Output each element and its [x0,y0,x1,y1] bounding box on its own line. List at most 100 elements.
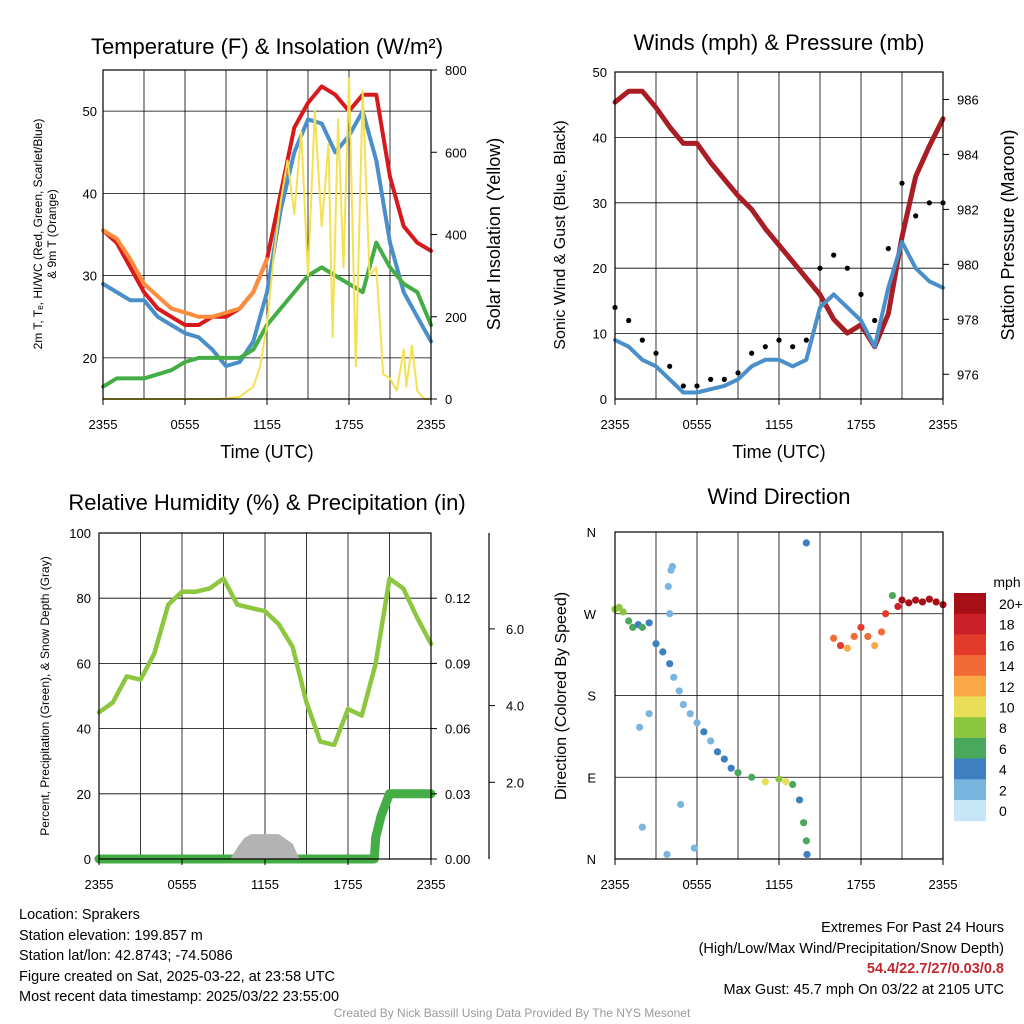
gust-point [708,376,714,382]
winds-xtick-label: 2355 [929,417,958,432]
direction-point [864,632,872,641]
series-line-sonic-wind [613,240,945,395]
insolation-ylabel: Solar Insolation (Yellow) [484,138,504,330]
direction-point [713,748,722,756]
latlon-text: Station lat/lon: 42.8743; -74.5086 [19,948,233,964]
gust-point [844,265,850,271]
precip-ytick-label: 0.00 [445,852,470,867]
direction-point [802,539,810,547]
snow-ytick-label: 2.0 [506,775,524,790]
humidity-ytick-label: 40 [77,722,91,737]
humidity-xtick-label: 1155 [251,877,279,892]
gust-point [694,383,700,389]
insolation-ytick-label: 800 [445,63,467,78]
legend-label: 20+ [999,596,1023,612]
direction-point [666,610,674,618]
direction-xtick-label: 0555 [683,877,712,892]
direction-point [668,562,677,571]
direction-ytick-label: S [587,689,596,704]
wind-direction-panel: Wind Direction N E S W N 2355 0555 1155 1755 2355… [553,484,1023,892]
direction-point [727,764,735,772]
direction-ytick-label: E [587,770,596,785]
gust-point [680,383,686,389]
legend-swatch [954,737,986,760]
series-line-relative-humidity [96,576,434,748]
winds-ytick-label: 0 [600,392,607,407]
gust-point [831,252,837,258]
winds-ylabel: Sonic Wind & Gust (Blue, Black) [552,120,569,349]
precip-ytick-label: 0.03 [445,787,470,802]
humidity-ticks: 0 20 40 60 80 100 0.00 0.03 0.06 0.09 0.12 2.0 4.0 6.… [69,526,524,892]
direction-point [645,619,653,627]
direction-point [666,660,674,668]
legend-label: 18 [999,617,1015,633]
direction-point [675,687,683,695]
gust-point [790,344,796,350]
legend-title: mph [993,574,1020,590]
legend-swatch [954,613,986,635]
pressure-ytick-label: 982 [957,202,979,217]
recent-data-text: Most recent data timestamp: 2025/03/22 2… [19,989,340,1005]
direction-point [629,623,637,631]
direction-point [905,599,913,607]
direction-point [803,850,811,859]
legend-label: 16 [999,637,1015,653]
legend-label: 2 [999,782,1007,798]
temperature-ytick-label: 20 [83,351,97,366]
winds-panel: Winds (mph) & Pressure (mb) 0 10 20 30 40 50 9… [552,30,1018,462]
wind-direction-series [611,539,947,859]
humidity-ytick-label: 80 [77,591,91,606]
gust-point [803,337,809,343]
direction-point [888,591,897,600]
humidity-xtick-label: 2355 [85,877,114,892]
gust-point [626,317,632,324]
precip-ytick-label: 0.09 [445,656,470,671]
direction-point [802,837,810,845]
winds-xtick-label: 1155 [765,417,793,432]
winds-ytick-label: 20 [593,261,607,276]
direction-ytick-label: W [584,607,597,622]
gust-point [721,376,727,382]
humidity-title: Relative Humidity (%) & Precipitation (i… [68,490,465,515]
legend-swatch [954,593,986,615]
legend-swatch [954,800,986,822]
direction-xtick-label: 2355 [929,877,958,892]
snow-ytick-label: 4.0 [506,699,524,714]
winds-xtick-label: 0555 [683,417,712,432]
pressure-ytick-label: 978 [957,312,979,327]
gust-point [735,370,741,376]
insolation-ytick-label: 400 [445,228,467,243]
location-text: Location: Sprakers [19,907,140,923]
series-line-hi-wc [101,109,433,369]
direction-point [664,582,672,591]
pressure-ytick-label: 976 [957,367,979,382]
direction-point [638,823,646,831]
insolation-ytick-label: 0 [445,392,452,407]
gust-point [817,265,823,271]
direction-point [898,596,906,604]
temperature-title: Temperature (F) & Insolation (W/m²) [91,34,443,59]
direction-point [925,595,933,603]
max-gust-text: Max Gust: 45.7 mph On 03/22 at 2105 UTC [723,981,1004,998]
snow-ytick-label: 6.0 [506,622,524,637]
winds-ytick-label: 30 [593,196,607,211]
legend-swatch [954,655,986,677]
winds-xlabel: Time (UTC) [732,442,825,462]
direction-point [679,700,687,709]
credit-text: Created By Nick Bassill Using Data Provi… [333,1006,691,1020]
wind-direction-title: Wind Direction [707,484,850,509]
direction-point [734,769,742,777]
legend-swatch [954,758,986,780]
direction-point [894,602,902,611]
gust-point [639,337,645,343]
direction-point [836,641,845,650]
winds-ticks: 0 10 20 30 40 50 976 978 980 982 984 986 2355 0555 115… [593,65,979,432]
direction-point [775,775,783,783]
gust-point [776,337,782,343]
direction-point [789,780,797,789]
created-text: Figure created on Sat, 2025-03-22, at 23… [19,968,335,985]
legend-label: 12 [999,679,1015,695]
humidity-ytick-label: 60 [77,656,91,671]
temperature-xtick-label: 1755 [335,417,364,432]
direction-point [707,737,715,745]
